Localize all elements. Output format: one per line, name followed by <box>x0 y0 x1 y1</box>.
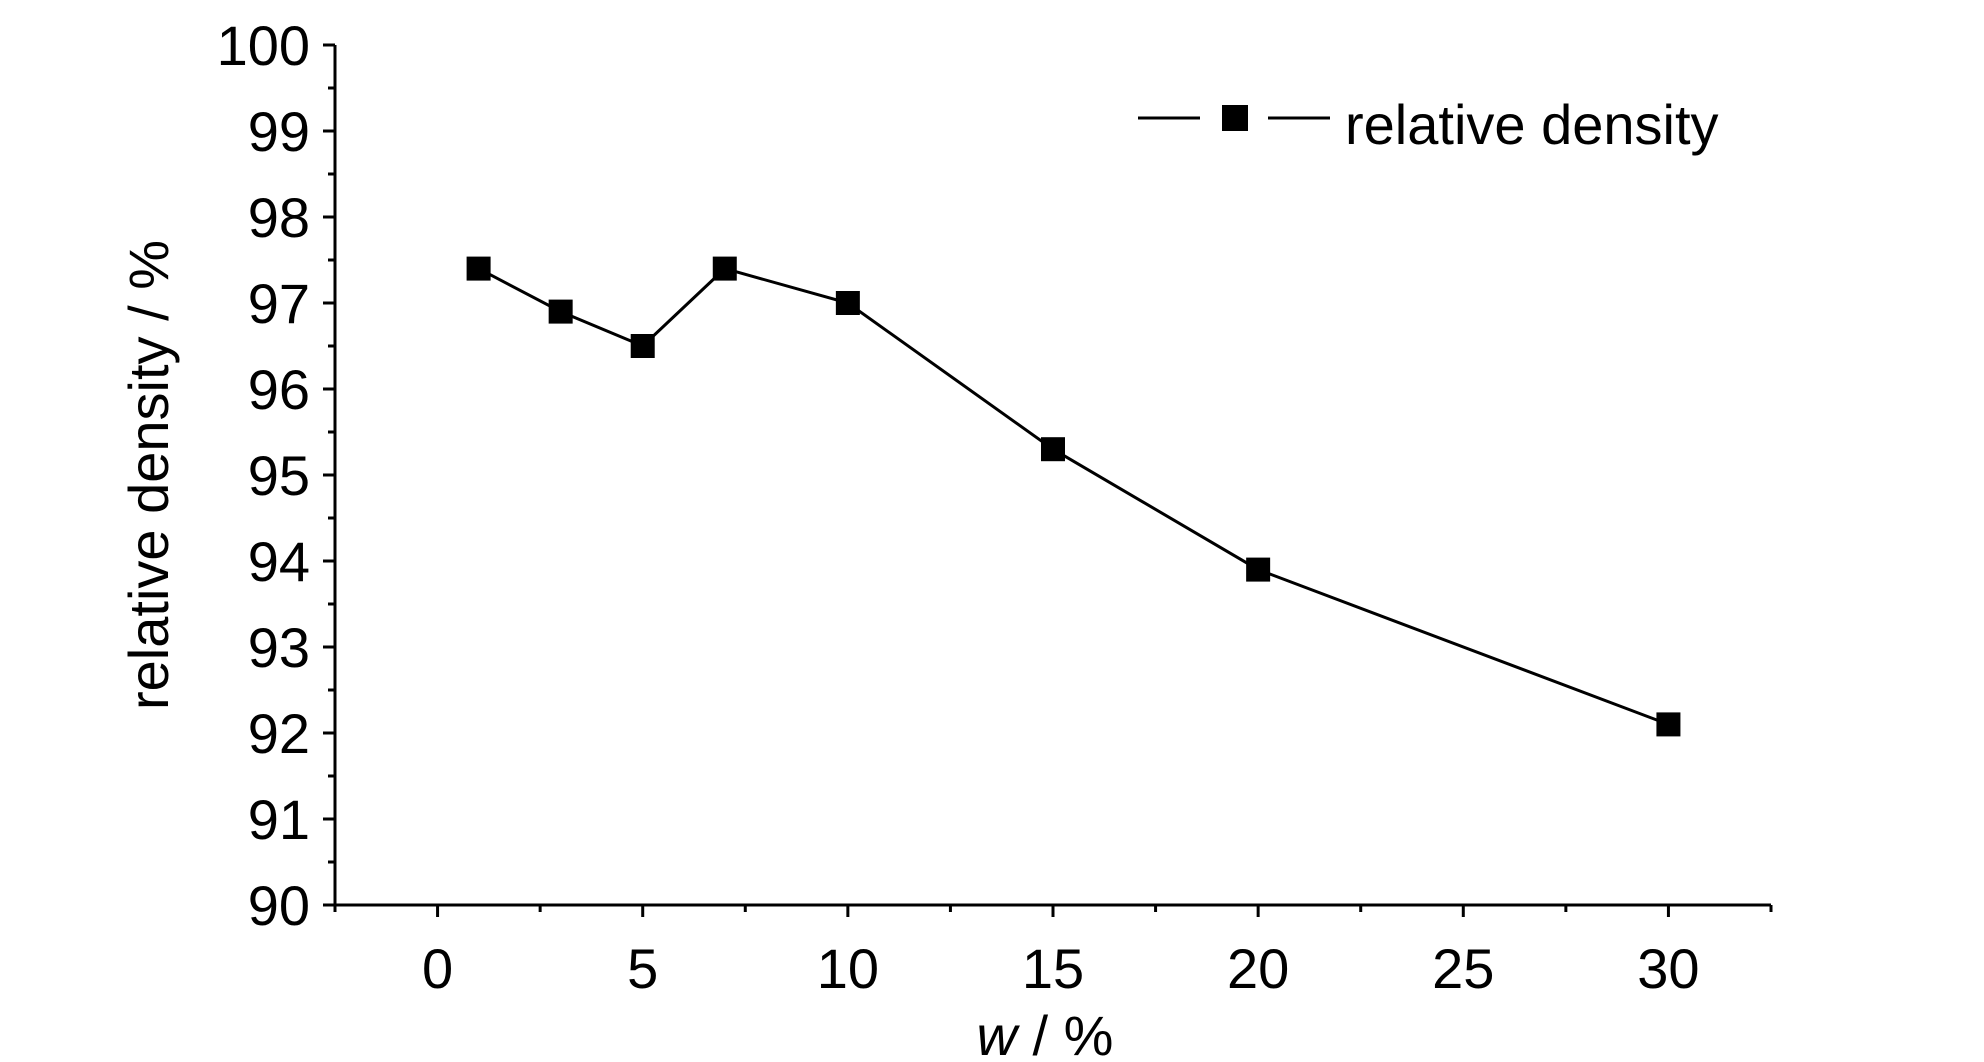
data-point <box>835 291 860 315</box>
x-tick-label: 15 <box>1022 937 1084 1000</box>
y-tick-label: 100 <box>217 14 310 77</box>
y-tick-label: 93 <box>248 616 310 679</box>
legend: relative density <box>1138 93 1719 156</box>
data-point <box>1656 712 1681 737</box>
legend-label: relative density <box>1345 93 1719 156</box>
data-point <box>630 334 655 358</box>
legend-marker <box>1222 105 1248 131</box>
y-axis-title: relative density / % <box>117 240 180 710</box>
y-tick-label: 94 <box>248 530 310 593</box>
y-tick-label: 98 <box>248 186 310 249</box>
y-tick-label: 99 <box>248 100 310 163</box>
y-tick-label: 92 <box>248 702 310 765</box>
data-point <box>548 299 573 324</box>
series-line <box>477 266 1669 726</box>
y-tick-label: 90 <box>248 874 310 937</box>
axes: 90 91 92 93 94 95 96 97 98 99 100 0 5 10 15 20 25 30 <box>217 14 1773 1000</box>
x-tick-label: 30 <box>1637 937 1699 1000</box>
y-tick-label: 97 <box>248 272 310 335</box>
data-point <box>712 256 737 281</box>
x-tick-label: 20 <box>1227 937 1289 1000</box>
x-tick-label: 5 <box>627 937 658 1000</box>
plot-area <box>466 256 1681 737</box>
data-point <box>466 256 491 281</box>
y-tick-label: 96 <box>248 358 310 421</box>
y-ticks: 90 91 92 93 94 95 96 97 98 99 100 <box>217 14 335 937</box>
x-ticks: 0 5 10 15 20 25 30 <box>333 905 1773 1000</box>
data-point <box>1041 437 1065 462</box>
data-point <box>1246 557 1271 582</box>
x-axis-title: w / % <box>977 1004 1114 1062</box>
x-tick-label: 0 <box>422 937 453 1000</box>
y-tick-label: 95 <box>248 444 310 507</box>
y-tick-label: 91 <box>248 788 310 851</box>
x-tick-label: 25 <box>1432 937 1494 1000</box>
x-tick-label: 10 <box>817 937 879 1000</box>
